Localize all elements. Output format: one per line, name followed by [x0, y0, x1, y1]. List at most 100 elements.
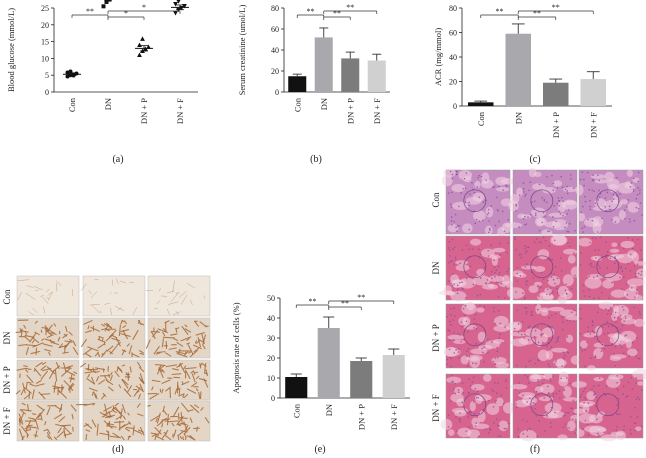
ihc-stain-fiber [112, 432, 120, 438]
he-nucleus [468, 201, 470, 204]
he-nucleus [506, 270, 508, 273]
he-nucleus [475, 422, 478, 424]
ihc-stain-fiber [136, 361, 142, 369]
he-nucleus [547, 288, 549, 290]
he-nucleus [611, 219, 613, 221]
he-lumen [525, 328, 542, 338]
ihc-stain-fiber [202, 345, 206, 350]
y-tick-label: 0 [453, 102, 457, 111]
he-lumen [463, 324, 477, 330]
he-lumen [451, 183, 466, 193]
he-lumen [627, 348, 638, 357]
ihc-stain-fiber [32, 337, 40, 344]
he-nucleus [524, 245, 526, 247]
ihc-stain-fiber [152, 329, 159, 338]
he-nucleus [636, 263, 639, 266]
ihc-stain-fiber [177, 431, 184, 436]
ihc-stain-fiber [183, 421, 188, 431]
ihc-stain-fiber [167, 420, 179, 423]
he-nucleus [594, 405, 597, 407]
he-nucleus [554, 266, 557, 268]
he-nucleus [592, 276, 595, 279]
he-lumen [476, 307, 485, 313]
he-lumen [471, 417, 480, 427]
ihc-stain-fiber [184, 369, 191, 380]
he-nucleus [551, 258, 553, 261]
he-lumen [475, 395, 483, 404]
ihc-stain-fiber [131, 352, 140, 358]
he-nucleus [636, 349, 639, 352]
ihc-tile [76, 400, 146, 442]
he-nucleus [580, 317, 582, 320]
he-nucleus [573, 187, 575, 190]
ihc-stain-fiber [170, 321, 175, 324]
he-nucleus [464, 201, 467, 204]
he-nucleus [534, 214, 537, 217]
he-nucleus [549, 399, 552, 402]
he-nucleus [616, 387, 619, 390]
he-lumen [495, 176, 509, 186]
he-nucleus [621, 324, 624, 327]
ihc-stain-fiber [198, 391, 201, 400]
he-lumen [502, 402, 515, 414]
he-nucleus [537, 380, 539, 383]
he-lumen [485, 206, 494, 218]
ihc-stain-fiber [181, 381, 184, 385]
ihc-stain-fiber [101, 415, 106, 418]
he-nucleus [520, 333, 523, 336]
he-nucleus [446, 315, 449, 318]
he-nucleus [537, 341, 540, 344]
he-nucleus [532, 276, 535, 279]
ihc-stain-fiber [47, 291, 53, 296]
he-nucleus [556, 277, 559, 280]
bar-3 [382, 355, 405, 398]
he-nucleus [496, 392, 498, 394]
he-lumen [518, 336, 536, 345]
he-lumen [438, 290, 454, 296]
he-nucleus [505, 427, 507, 430]
he-nucleus [559, 397, 561, 399]
ihc-stain-fiber [173, 337, 179, 342]
he-nucleus [532, 401, 535, 404]
he-glomerulus [463, 393, 487, 417]
he-nucleus [548, 365, 551, 368]
ihc-stain-fiber [164, 434, 172, 441]
he-nucleus [612, 198, 615, 200]
ihc-stain-fiber [154, 434, 157, 441]
he-nucleus [597, 249, 600, 251]
he-lumen [504, 222, 523, 229]
he-nucleus [546, 345, 549, 348]
he-nucleus [587, 326, 589, 329]
he-lumen [495, 397, 504, 407]
he-nucleus [562, 415, 564, 417]
x-tick-label: DN + P [551, 112, 561, 138]
ihc-stain-fiber [44, 338, 56, 343]
ihc-stain-fiber [17, 279, 29, 282]
he-nucleus [507, 268, 510, 270]
he-nucleus [482, 408, 485, 411]
he-nucleus [565, 377, 568, 379]
ihc-stain-fiber [38, 391, 46, 400]
he-nucleus [460, 340, 462, 343]
ihc-stain-fiber [32, 307, 38, 314]
he-nucleus [485, 179, 487, 182]
he-nucleus [598, 377, 601, 380]
he-nucleus [550, 380, 552, 382]
he-nucleus [567, 412, 570, 414]
he-nucleus [459, 412, 461, 414]
he-lumen [606, 376, 621, 388]
he-nucleus [451, 173, 454, 176]
he-lumen [457, 427, 472, 438]
ihc-stain-fiber [175, 292, 180, 294]
he-nucleus [610, 313, 613, 316]
ihc-stain-fiber [64, 340, 73, 343]
he-nucleus [498, 274, 500, 277]
he-nucleus [518, 392, 521, 395]
he-lumen [441, 175, 453, 187]
he-nucleus [568, 222, 571, 225]
ihc-stain-fiber [20, 425, 30, 436]
he-nucleus [543, 199, 546, 202]
he-nucleus [611, 282, 613, 284]
y-tick-label: 50 [267, 294, 275, 303]
ihc-stain-fiber [85, 433, 88, 441]
